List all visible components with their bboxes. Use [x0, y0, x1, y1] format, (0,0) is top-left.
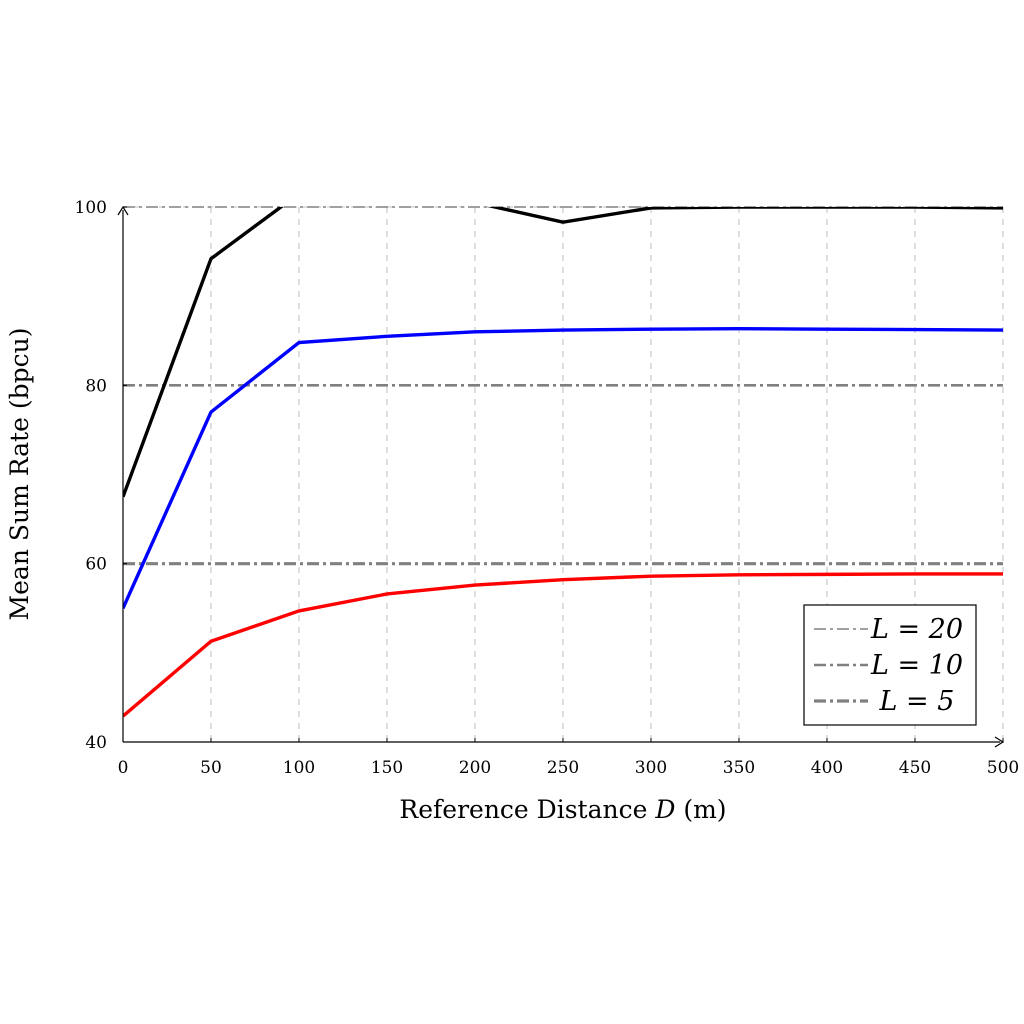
legend-label: L = 10 [870, 650, 963, 681]
x-tick-label: 250 [547, 758, 579, 778]
series-line [123, 207, 1003, 498]
x-tick-label: 50 [200, 758, 222, 778]
y-tick-label: 60 [85, 555, 107, 575]
x-tick-labels: 0 50 100 150 200 250 300 350 400 450 500 [118, 738, 1019, 778]
x-tick-label: 300 [635, 758, 667, 778]
x-axis-title: Reference Distance D (m) [399, 795, 726, 824]
y-tick-label: 100 [75, 198, 107, 218]
x-tick-label: 200 [459, 758, 491, 778]
legend: L = 20 L = 10 L = 5 [803, 604, 977, 726]
x-tick-label: 150 [371, 758, 403, 778]
y-tick-label: 80 [85, 376, 107, 396]
x-tick-label: 0 [118, 758, 129, 778]
legend-label: L = 20 [870, 614, 963, 645]
x-tick-label: 400 [811, 758, 843, 778]
reference-lines [123, 206, 1003, 566]
x-tick-label: 350 [723, 758, 755, 778]
y-tick-labels: 40 60 80 100 [75, 198, 127, 753]
series-line [123, 327, 1003, 609]
series-line [123, 572, 1003, 718]
x-tick-label: 100 [283, 758, 315, 778]
y-axis-title: Mean Sum Rate (bpcu) [5, 328, 34, 621]
legend-label: L = 5 [879, 686, 955, 717]
y-tick-label: 40 [85, 733, 107, 753]
x-tick-label: 500 [987, 758, 1019, 778]
x-tick-label: 450 [899, 758, 931, 778]
data-series [123, 207, 1003, 718]
